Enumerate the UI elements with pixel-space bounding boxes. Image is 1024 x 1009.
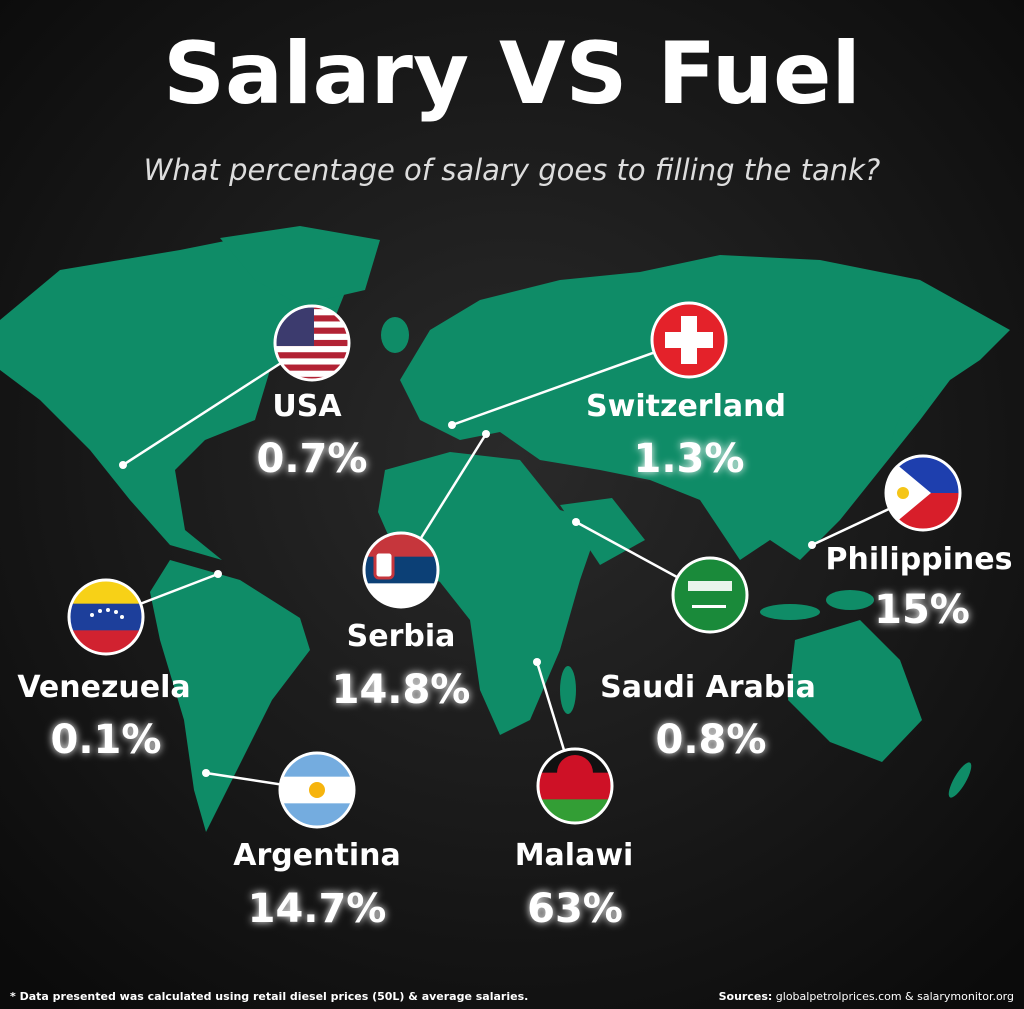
- country: Venezuela 0.1%: [17, 570, 222, 763]
- country: Argentina 14.7%: [202, 751, 401, 932]
- location-dot: [214, 570, 222, 578]
- country: Switzerland 1.3%: [448, 301, 786, 482]
- flag: [886, 456, 960, 530]
- country: Saudi Arabia 0.8%: [572, 518, 816, 763]
- country-value: 0.7%: [257, 436, 368, 482]
- country-name: Philippines: [826, 542, 1013, 577]
- country: Serbia 14.8%: [332, 430, 490, 713]
- country-value: 0.8%: [656, 717, 767, 763]
- country-name: Venezuela: [17, 670, 190, 705]
- location-dot: [202, 769, 210, 777]
- country: Philippines 15%: [808, 454, 1013, 633]
- country: USA 0.7%: [119, 304, 368, 482]
- flag-ring: [278, 751, 356, 829]
- location-dot: [482, 430, 490, 438]
- country-name: Switzerland: [586, 389, 786, 424]
- country-name: USA: [272, 389, 342, 424]
- connector: [451, 338, 690, 427]
- country-value: 15%: [874, 587, 970, 633]
- location-dot: [572, 518, 580, 526]
- country-value: 63%: [527, 886, 623, 932]
- location-dot: [533, 658, 541, 666]
- flag: [652, 303, 726, 377]
- flag-ring: [671, 556, 749, 634]
- flag: [275, 306, 349, 380]
- flag-ring: [884, 454, 962, 532]
- location-dot: [808, 541, 816, 549]
- sources: Sources: globalpetrolprices.com & salary…: [719, 990, 1014, 1003]
- country-name: Saudi Arabia: [600, 670, 816, 705]
- country-value: 0.1%: [51, 717, 162, 763]
- sources-label: Sources:: [719, 990, 773, 1003]
- location-dot: [448, 421, 456, 429]
- flag-ring: [273, 304, 351, 382]
- footnote: * Data presented was calculated using re…: [10, 990, 528, 1003]
- flag: [673, 558, 747, 632]
- location-dot: [119, 461, 127, 469]
- country-name: Argentina: [233, 838, 400, 873]
- flag-ring: [536, 747, 614, 825]
- country-value: 14.8%: [332, 667, 471, 713]
- flag-ring: [362, 531, 440, 609]
- flag-ring: [650, 301, 728, 379]
- country-value: 14.7%: [248, 886, 387, 932]
- country-name: Malawi: [515, 838, 634, 873]
- country-list: USA 0.7% Switzerland 1.3% Philippines 15% Vene…: [17, 301, 1013, 932]
- country: Malawi 63%: [515, 658, 634, 932]
- title: Salary VS Fuel: [163, 24, 861, 124]
- subtitle: What percentage of salary goes to fillin…: [144, 153, 881, 187]
- country-value: 1.3%: [634, 436, 745, 482]
- country-name: Serbia: [347, 619, 456, 654]
- flag-ring: [67, 578, 145, 656]
- sources-text: globalpetrolprices.com & salarymonitor.o…: [776, 990, 1014, 1003]
- world-map: [0, 226, 1010, 832]
